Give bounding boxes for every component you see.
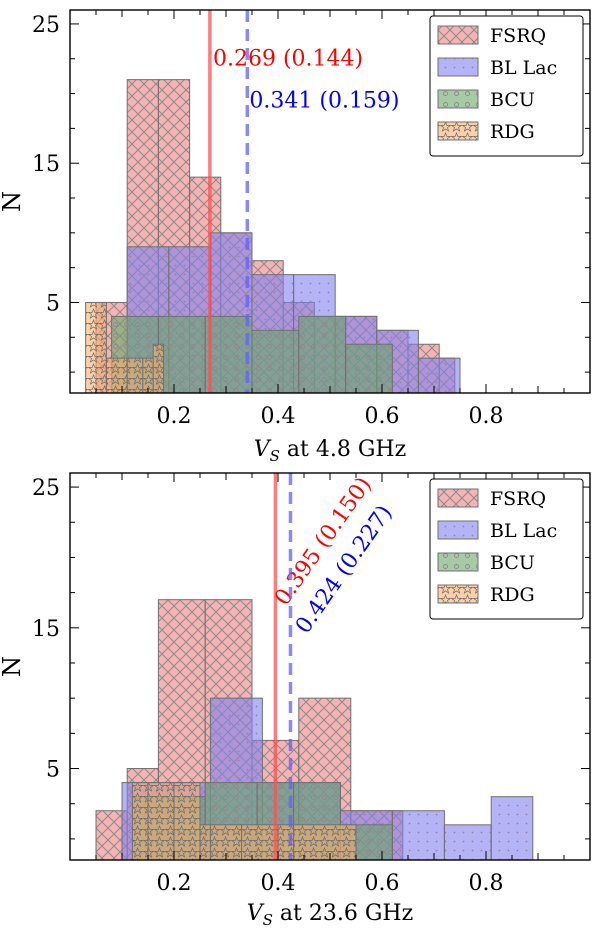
bar-hatch-rdg-0: [85, 301, 107, 394]
legend-swatch-hatch-bl-lac: [437, 57, 479, 77]
bar-hatch-rdg-1: [147, 782, 175, 861]
x-tick-label: 0.6: [365, 871, 400, 896]
y-tick-label: 15: [32, 152, 60, 177]
bar-hatch-rdg-7: [293, 824, 357, 861]
y-tick-label: 5: [46, 758, 60, 783]
bar-hatch-rdg-1: [105, 357, 128, 394]
legend-swatch-hatch-rdg: [437, 121, 479, 141]
bar-hatch-bl-lac-7: [417, 357, 461, 394]
legend-label-bcu: BCU: [490, 552, 535, 574]
bar-hatch-rdg-5: [241, 824, 279, 861]
legend-label-bcu: BCU: [490, 89, 535, 111]
bar-hatch-rdg-3: [199, 824, 211, 861]
x-tick-label: 0.6: [365, 404, 400, 429]
series-rdg: [131, 782, 357, 861]
x-tick-label: 0.8: [469, 871, 504, 896]
bar-hatch-rdg-4: [152, 343, 165, 394]
top-histogram-panel: 0.269 (0.144) 0.341 (0.159) 5 15 25 0.2 0.4 0.6…: [0, 9, 591, 465]
legend-label-rdg: RDG: [490, 121, 535, 143]
x-tick-label: 0.8: [469, 404, 504, 429]
y-tick-label: 25: [32, 13, 60, 38]
legend-label-bl-lac: BL Lac: [490, 57, 557, 79]
bar-hatch-rdg-3: [142, 357, 154, 394]
bar-hatch-bcu-1: [157, 315, 206, 394]
y-tick-label: 25: [32, 476, 60, 501]
x-tick-label: 0.4: [261, 871, 296, 896]
x-tick-label: 0.2: [157, 871, 192, 896]
legend-swatch-hatch-rdg: [437, 584, 479, 604]
y-tick-label: 5: [46, 291, 60, 316]
median-label-bl-lac: 0.341 (0.159): [249, 88, 399, 113]
legend-swatch-hatch-fsrq: [437, 25, 479, 45]
bar-hatch-bl-lac-5: [391, 810, 445, 861]
x-tick-label: 0.2: [157, 404, 192, 429]
x-axis-label: VS at 23.6 GHz: [247, 901, 413, 929]
y-axis-label: N: [0, 191, 26, 212]
bar-hatch-bcu-2: [204, 315, 253, 394]
bar-hatch-bcu-4: [298, 315, 347, 394]
y-tick-label: 15: [32, 617, 60, 642]
bar-hatch-rdg-0: [131, 782, 149, 861]
legend-label-bl-lac: BL Lac: [490, 520, 557, 542]
legend: FSRQ BL Lac BCU RDG: [429, 15, 584, 157]
series-rdg: [85, 301, 165, 394]
bar-hatch-rdg-2: [126, 357, 144, 394]
legend-label-fsrq: FSRQ: [490, 488, 546, 510]
legend-swatch-hatch-bcu: [437, 552, 479, 572]
legend-swatch-hatch-fsrq: [437, 488, 479, 508]
y-axis-label: N: [0, 656, 26, 677]
x-axis-label: VS at 4.8 GHz: [254, 437, 406, 465]
legend-box: [429, 15, 584, 157]
legend-swatch-hatch-bcu: [437, 89, 479, 109]
legend-swatch-hatch-bl-lac: [437, 520, 479, 540]
bar-hatch-bl-lac-6: [443, 824, 492, 861]
bar-hatch-bcu-5: [345, 343, 393, 394]
median-label-fsrq: 0.269 (0.144): [213, 47, 363, 72]
legend-box: [429, 478, 584, 620]
bar-hatch-bcu-3: [251, 329, 300, 394]
x-tick-label: 0.4: [261, 404, 296, 429]
bar-hatch-bl-lac-7: [490, 796, 534, 861]
legend-label-fsrq: FSRQ: [490, 25, 546, 47]
bar-hatch-rdg-2: [173, 782, 201, 861]
legend-label-rdg: RDG: [490, 584, 535, 606]
legend: FSRQ BL Lac BCU RDG: [429, 478, 584, 620]
